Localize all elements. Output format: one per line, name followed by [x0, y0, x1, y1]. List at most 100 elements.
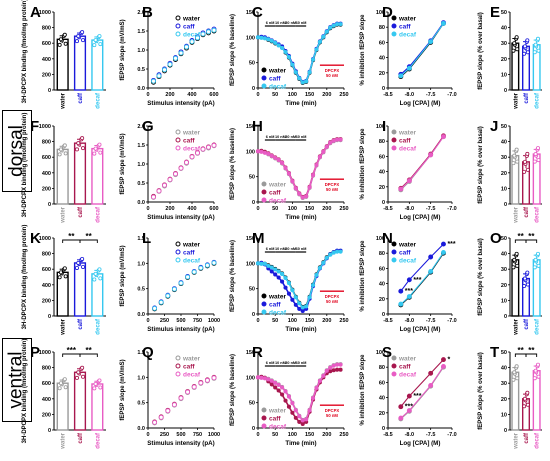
- y-tick-label-N: 100: [376, 236, 385, 242]
- legend-label-I-decaf: decaf: [399, 146, 417, 153]
- x-tick-label-R: 250: [339, 432, 348, 438]
- data-point-M-decaf: [290, 288, 295, 293]
- data-point-R-caff: [335, 367, 340, 372]
- y-tick-label-H: 100: [246, 149, 255, 155]
- data-point-P-water: [58, 381, 63, 386]
- data-point-H-decaf: [328, 140, 333, 145]
- y-tick-label-P: 1000: [39, 350, 51, 356]
- data-point-J-caff: [525, 151, 530, 156]
- data-point-A-caff: [74, 39, 79, 44]
- data-point-H-decaf: [300, 195, 305, 200]
- x-axis-label-S: Log [CPA] (M): [400, 440, 441, 447]
- x-tick-label-L: 0: [146, 318, 149, 324]
- conc-label-C: 30 nM: [285, 21, 296, 25]
- y-tick-label-K: 0: [48, 314, 51, 320]
- data-point-B-decaf: [162, 67, 167, 73]
- data-point-A-decaf: [93, 38, 98, 43]
- category-label-A-water: water: [61, 92, 67, 109]
- category-label-E-water: water: [513, 92, 519, 109]
- panel-letter-I: I: [382, 118, 386, 135]
- data-point-O-decaf: [535, 251, 540, 256]
- x-tick-label-R: 0: [256, 432, 259, 438]
- data-point-D-decaf: [428, 39, 434, 45]
- category-label-K-water: water: [61, 318, 67, 335]
- y-tick-label-S: 40: [379, 396, 385, 402]
- data-point-A-water: [57, 42, 62, 47]
- legend-marker-H-water: [261, 181, 267, 187]
- x-tick-label-M: 250: [339, 318, 348, 324]
- sig-label-K: **: [86, 232, 93, 241]
- data-point-A-water: [63, 41, 68, 46]
- data-point-G-decaf: [156, 188, 162, 194]
- x-axis-label-H: Time (min): [285, 214, 316, 221]
- data-point-K-water: [63, 274, 68, 279]
- x-axis-label-I: Log [CPA] (M): [400, 214, 441, 221]
- y-tick-label-I: 20: [379, 185, 385, 191]
- data-point-L-decaf: [158, 299, 164, 305]
- data-point-O-decaf: [532, 265, 537, 270]
- data-point-M-decaf: [314, 272, 319, 278]
- x-tick-label-R: 100: [288, 432, 297, 438]
- category-label-K-decaf: decaf: [95, 318, 101, 335]
- legend-label-M-caff: caff: [269, 302, 281, 309]
- legend-marker-M-caff: [261, 301, 267, 307]
- data-point-G-decaf: [206, 144, 211, 150]
- x-tick-label-C: 250: [339, 92, 348, 98]
- data-point-T-water: [514, 364, 519, 369]
- bar-A-decaf: [91, 39, 104, 91]
- data-point-M-caff: [273, 272, 278, 277]
- data-point-J-water: [515, 159, 520, 164]
- category-label-J-water: water: [513, 206, 519, 223]
- section-label-ventral: ventral: [2, 338, 32, 422]
- category-label-T-water: water: [513, 432, 519, 449]
- x-axis-label-R: Time (min): [285, 440, 316, 447]
- data-point-R-caff: [290, 410, 295, 415]
- data-point-M-caff: [286, 291, 292, 296]
- data-point-F-caff: [76, 141, 81, 146]
- y-tick-label-L: 0.0: [137, 312, 145, 318]
- data-point-S-caff: [398, 404, 404, 410]
- conc-label-R: 30 nM: [285, 361, 296, 365]
- data-point-M-decaf: [266, 263, 271, 268]
- data-point-O-decaf: [533, 257, 538, 262]
- data-point-S-decaf: [441, 363, 446, 369]
- y-tick-label-D: 100: [376, 10, 385, 16]
- y-tick-label-A: 0: [48, 88, 51, 94]
- legend-label-B-decaf: decaf: [183, 32, 201, 39]
- data-point-F-caff: [80, 136, 85, 141]
- panel-letter-E: E: [490, 4, 500, 21]
- x-tick-label-I: -7.5: [426, 206, 435, 212]
- data-point-H-decaf: [297, 191, 302, 196]
- dpcpx-conc-H: 50 nM: [326, 187, 338, 192]
- panel-F: F3H-DPCPX binding (fmol/mg protein) 0 200 4…: [22, 113, 106, 224]
- sig-bracket-K: [79, 239, 98, 243]
- data-point-R-decaf: [321, 373, 326, 378]
- panel-letter-H: H: [252, 118, 263, 135]
- y-tick-label-A: 800: [42, 26, 51, 32]
- y-tick-label-J: 50: [501, 124, 507, 130]
- legend-marker-N-decaf: [391, 257, 397, 263]
- y-axis-label-E: fEPSP slope (% over basal): [478, 12, 484, 90]
- data-point-N-caff: [428, 254, 434, 260]
- x-tick-label-R: 50: [272, 432, 278, 438]
- y-axis-label-D: % inhibition fEPSP slope: [360, 14, 366, 86]
- data-point-R-decaf: [297, 414, 302, 419]
- y-tick-label-I: 0: [382, 200, 385, 206]
- y-tick-label-O: 50: [501, 236, 507, 242]
- data-point-P-water: [57, 386, 62, 391]
- legend-label-C-decaf: decaf: [269, 84, 287, 91]
- x-tick-label-R: 200: [322, 432, 331, 438]
- legend-marker-Q-decaf: [175, 371, 181, 377]
- data-point-R-caff: [283, 398, 288, 403]
- y-tick-label-O: 0: [504, 314, 507, 320]
- y-tick-label-O: 30: [501, 267, 507, 273]
- data-point-G-decaf: [184, 160, 189, 165]
- legend-label-R-water: water: [268, 408, 286, 415]
- x-tick-label-I: -7.0: [447, 206, 456, 212]
- data-point-M-decaf: [297, 301, 302, 306]
- y-tick-label-R: 100: [246, 375, 255, 381]
